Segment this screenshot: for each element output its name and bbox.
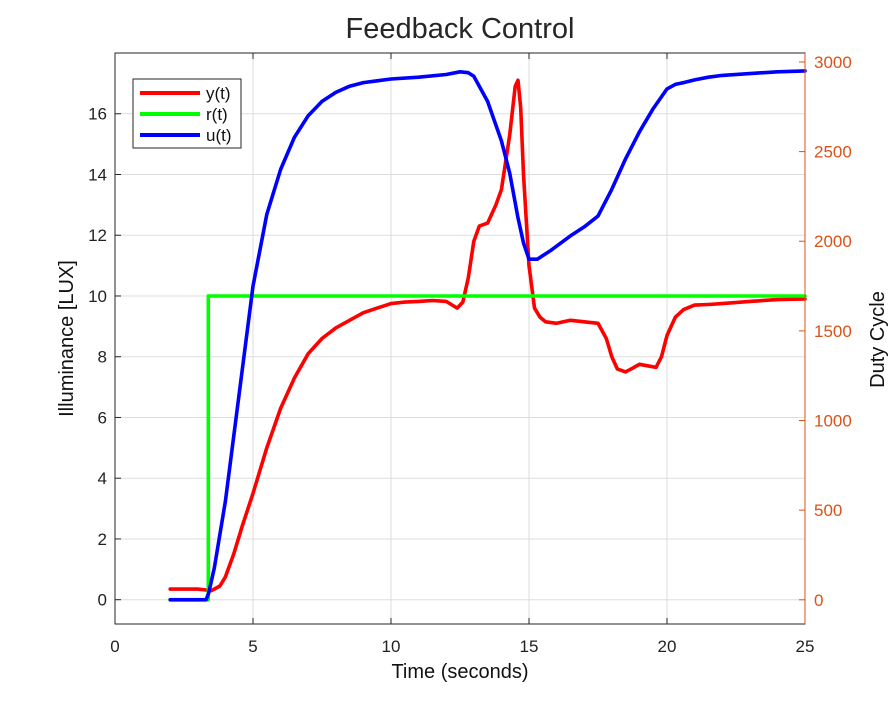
legend-label-y: y(t) — [206, 84, 231, 103]
x-tick-label: 0 — [110, 637, 119, 656]
chart-title: Feedback Control — [346, 13, 575, 45]
legend: y(t) r(t) u(t) — [132, 78, 242, 149]
y-left-tick-label: 12 — [88, 226, 107, 245]
y-left-tick-label: 2 — [98, 530, 107, 549]
y-left-tick-label: 6 — [98, 408, 107, 427]
y-left-tick-label: 10 — [88, 287, 107, 306]
u-series-line — [168, 69, 807, 602]
y-left-tick-label: 4 — [98, 469, 107, 488]
y-series-line — [168, 78, 807, 593]
x-tick-label: 10 — [382, 637, 401, 656]
y-right-tick-label: 1000 — [814, 412, 852, 431]
y-right-tick-label: 0 — [814, 591, 823, 610]
y-left-tick-label: 0 — [98, 591, 107, 610]
series-lines — [168, 69, 807, 602]
legend-label-u: u(t) — [206, 126, 232, 145]
y-axis-left-label: Illuminance [LUX] — [56, 260, 78, 417]
legend-label-r: r(t) — [206, 105, 228, 124]
y-right-tick-label: 2000 — [814, 232, 852, 251]
y-right-tick-label: 2500 — [814, 143, 852, 162]
x-axis-label: Time (seconds) — [391, 661, 528, 683]
x-tick-label: 20 — [658, 637, 677, 656]
x-tick-label: 5 — [248, 637, 257, 656]
y-left-tick-label: 8 — [98, 348, 107, 367]
x-tick-label: 15 — [520, 637, 539, 656]
y-right-tick-label: 500 — [814, 501, 842, 520]
axes: 0 5 10 15 20 25 0 2 4 6 8 10 12 14 16 0 500 1000 1500 2000 2… — [88, 53, 852, 656]
x-tick-label: 25 — [796, 637, 815, 656]
y-right-tick-label: 1500 — [814, 322, 852, 341]
y-left-tick-label: 14 — [88, 165, 107, 184]
y-right-tick-label: 3000 — [814, 53, 852, 72]
y-left-tick-label: 16 — [88, 105, 107, 124]
y-axis-right-label: Duty Cycle — [867, 291, 889, 388]
